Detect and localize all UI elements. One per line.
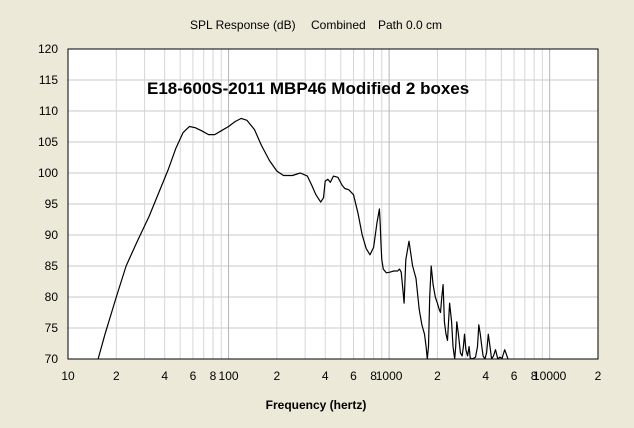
- y-tick-label: 95: [45, 197, 59, 211]
- x-tick-label: 100: [219, 369, 239, 383]
- x-tick-label: 2: [434, 369, 441, 383]
- spl-curve-0: [97, 117, 509, 359]
- y-tick-label: 110: [39, 104, 58, 118]
- response-curves: [97, 117, 509, 359]
- x-tick-label: 6: [190, 369, 197, 383]
- y-tick-labels: 70 75 80 85 90 95 100 105 110 115 120: [38, 42, 58, 366]
- y-tick-label: 100: [38, 166, 58, 180]
- plot-frame: [67, 48, 599, 360]
- header-spl-label: SPL Response (dB): [190, 18, 296, 32]
- x-tick-label: 10000: [533, 369, 567, 383]
- y-tick-label: 105: [38, 135, 58, 149]
- x-tick-label: 4: [482, 369, 489, 383]
- x-tick-label: 2: [595, 369, 602, 383]
- header-path-label: Path 0.0 cm: [378, 18, 442, 32]
- chart-annotation: E18-600S-2011 MBP46 Modified 2 boxes: [147, 79, 469, 98]
- y-tick-label: 75: [45, 321, 59, 335]
- x-tick-label: 6: [511, 369, 518, 383]
- x-tick-label: 8: [210, 369, 217, 383]
- x-tick-label: 8: [370, 369, 377, 383]
- y-tick-label: 85: [45, 259, 59, 273]
- y-tick-label: 70: [45, 352, 59, 366]
- x-tick-label: 8: [531, 369, 538, 383]
- x-axis-label: Frequency (hertz): [266, 398, 367, 412]
- y-tick-label: 80: [45, 290, 59, 304]
- x-tick-label: 1000: [376, 369, 403, 383]
- grid-lines: [68, 49, 598, 359]
- y-tick-label: 120: [38, 42, 58, 56]
- x-tick-label: 4: [322, 369, 329, 383]
- y-tick-label: 90: [45, 228, 59, 242]
- y-tick-label: 115: [39, 73, 58, 87]
- x-tick-label: 4: [161, 369, 168, 383]
- x-tick-label: 6: [350, 369, 357, 383]
- header-mode-label: Combined: [311, 18, 366, 32]
- x-tick-label: 2: [113, 369, 120, 383]
- x-tick-label: 2: [274, 369, 281, 383]
- x-tick-label: 10: [61, 369, 75, 383]
